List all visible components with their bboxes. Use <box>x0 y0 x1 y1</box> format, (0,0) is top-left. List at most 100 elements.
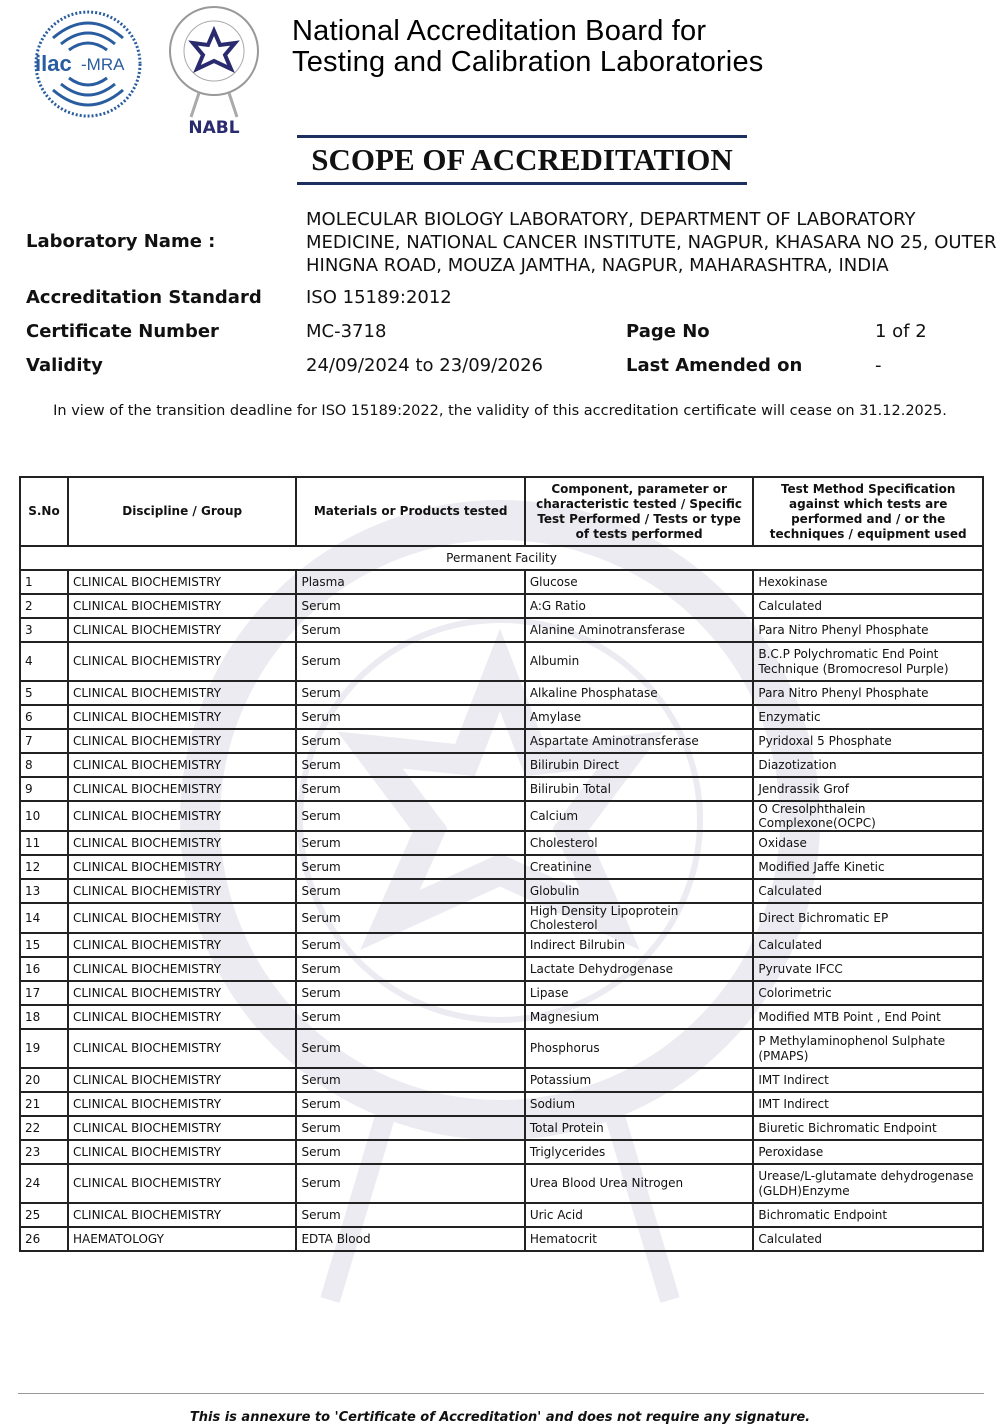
validity-label: Validity <box>26 355 103 376</box>
cell-method: Modified Jaffe Kinetic <box>752 854 984 880</box>
col-header-sno: S.No <box>19 476 69 547</box>
cell-material: Serum <box>295 854 526 880</box>
cell-material: Serum <box>295 1004 526 1030</box>
cell-sno: 3 <box>19 617 69 643</box>
table-row: 2 CLINICAL BIOCHEMISTRY Serum A:G Ratio Calc… <box>19 593 984 619</box>
cell-material: Serum <box>295 680 526 706</box>
cell-method: Para Nitro Phenyl Phosphate <box>752 680 984 706</box>
cell-sno: 26 <box>19 1226 69 1252</box>
cell-component: Total Protein <box>523 1115 755 1141</box>
cell-component: Lipase <box>523 980 755 1006</box>
cell-method: Bichromatic Endpoint <box>752 1202 984 1228</box>
cell-sno: 5 <box>19 680 69 706</box>
table-header-row: S.No Discipline / Group Materials or Pro… <box>19 476 984 547</box>
cell-material: Serum <box>295 728 526 754</box>
cell-sno: 2 <box>19 593 69 619</box>
cell-component: Creatinine <box>523 854 755 880</box>
cell-sno: 13 <box>19 878 69 904</box>
cell-material: Serum <box>295 956 526 982</box>
cell-component: High Density Lipoprotein Cholesterol <box>523 902 755 934</box>
cell-method: Para Nitro Phenyl Phosphate <box>752 617 984 643</box>
cell-sno: 14 <box>19 902 69 934</box>
cell-discipline: CLINICAL BIOCHEMISTRY <box>66 1091 298 1117</box>
table-row: 18 CLINICAL BIOCHEMISTRY Serum Magnesium Mod… <box>19 1004 984 1030</box>
cell-component: Calcium <box>523 800 755 832</box>
transition-notice: In view of the transition deadline for I… <box>53 403 947 419</box>
cell-discipline: CLINICAL BIOCHEMISTRY <box>66 956 298 982</box>
cell-sno: 7 <box>19 728 69 754</box>
cell-component: Potassium <box>523 1067 755 1093</box>
cell-discipline: CLINICAL BIOCHEMISTRY <box>66 1202 298 1228</box>
cell-method: Peroxidase <box>752 1139 984 1165</box>
table-row: 4 CLINICAL BIOCHEMISTRY Serum Albumin B.C.P … <box>19 641 984 682</box>
cell-material: Serum <box>295 980 526 1006</box>
cell-sno: 22 <box>19 1115 69 1141</box>
col-header-component: Component, parameter or characteristic t… <box>523 476 755 547</box>
table-row: 7 CLINICAL BIOCHEMISTRY Serum Aspartate Ami… <box>19 728 984 754</box>
cell-method: Calculated <box>752 1226 984 1252</box>
cell-method: IMT Indirect <box>752 1091 984 1117</box>
cell-sno: 23 <box>19 1139 69 1165</box>
cell-discipline: CLINICAL BIOCHEMISTRY <box>66 1115 298 1141</box>
cell-sno: 24 <box>19 1163 69 1204</box>
svg-text:ilac: ilac <box>35 51 72 76</box>
cell-component: Phosphorus <box>523 1028 755 1069</box>
cell-method: Oxidase <box>752 830 984 856</box>
amended-label: Last Amended on <box>626 355 803 376</box>
table-row: 6 CLINICAL BIOCHEMISTRY Serum Amylase Enzyma… <box>19 704 984 730</box>
cell-material: Serum <box>295 1163 526 1204</box>
cell-component: Magnesium <box>523 1004 755 1030</box>
ilac-mra-logo: ilac -MRA <box>34 10 142 118</box>
table-row: 13 CLINICAL BIOCHEMISTRY Serum Globulin Calc… <box>19 878 984 904</box>
cell-component: Uric Acid <box>523 1202 755 1228</box>
cell-material: Serum <box>295 752 526 778</box>
cell-method: O Cresolphthalein Complexone(OCPC) <box>752 800 984 832</box>
table-row: 16 CLINICAL BIOCHEMISTRY Serum Lactate Dehy… <box>19 956 984 982</box>
cell-sno: 8 <box>19 752 69 778</box>
cell-method: Calculated <box>752 932 984 958</box>
cell-discipline: CLINICAL BIOCHEMISTRY <box>66 932 298 958</box>
cell-discipline: CLINICAL BIOCHEMISTRY <box>66 1067 298 1093</box>
cell-component: Amylase <box>523 704 755 730</box>
cell-component: Bilirubin Total <box>523 776 755 802</box>
table-row: 11 CLINICAL BIOCHEMISTRY Serum Cholesterol O… <box>19 830 984 856</box>
table-row: 24 CLINICAL BIOCHEMISTRY Serum Urea Blood U… <box>19 1163 984 1204</box>
cell-discipline: CLINICAL BIOCHEMISTRY <box>66 1028 298 1069</box>
cell-discipline: CLINICAL BIOCHEMISTRY <box>66 1163 298 1204</box>
cell-sno: 16 <box>19 956 69 982</box>
cell-material: Serum <box>295 902 526 934</box>
lab-name-value: MOLECULAR BIOLOGY LABORATORY, DEPARTMENT… <box>306 208 996 277</box>
validity-value: 24/09/2024 to 23/09/2026 <box>306 355 544 376</box>
cell-method: Enzymatic <box>752 704 984 730</box>
facility-label: Permanent Facility <box>19 545 984 571</box>
table-row: 21 CLINICAL BIOCHEMISTRY Serum Sodium IMT In… <box>19 1091 984 1117</box>
table-row: 9 CLINICAL BIOCHEMISTRY Serum Bilirubin Tot… <box>19 776 984 802</box>
cell-material: Serum <box>295 830 526 856</box>
cell-material: Serum <box>295 878 526 904</box>
cell-method: Pyruvate IFCC <box>752 956 984 982</box>
cell-discipline: CLINICAL BIOCHEMISTRY <box>66 1004 298 1030</box>
cell-sno: 18 <box>19 1004 69 1030</box>
table-row: 12 CLINICAL BIOCHEMISTRY Serum Creatinine Mo… <box>19 854 984 880</box>
cell-component: Globulin <box>523 878 755 904</box>
table-row: 26 HAEMATOLOGY EDTA Blood Hematocrit Calcula… <box>19 1226 984 1252</box>
certificate-label: Certificate Number <box>26 321 219 342</box>
amended-value: - <box>875 355 882 376</box>
cell-method: B.C.P Polychromatic End Point Technique … <box>752 641 984 682</box>
table-row: 20 CLINICAL BIOCHEMISTRY Serum Potassium IMT… <box>19 1067 984 1093</box>
cell-discipline: CLINICAL BIOCHEMISTRY <box>66 728 298 754</box>
col-header-materials: Materials or Products tested <box>295 476 526 547</box>
table-row: 22 CLINICAL BIOCHEMISTRY Serum Total Protei… <box>19 1115 984 1141</box>
cell-discipline: CLINICAL BIOCHEMISTRY <box>66 776 298 802</box>
cell-method: Urease/L-glutamate dehydrogenase (GLDH)E… <box>752 1163 984 1204</box>
cell-component: Bilirubin Direct <box>523 752 755 778</box>
cell-sno: 17 <box>19 980 69 1006</box>
cell-material: Serum <box>295 593 526 619</box>
cell-component: Urea Blood Urea Nitrogen <box>523 1163 755 1204</box>
table-row: 1 CLINICAL BIOCHEMISTRY Plasma Glucose Hexok… <box>19 569 984 595</box>
col-header-method: Test Method Specification against which … <box>752 476 984 547</box>
table-row: 10 CLINICAL BIOCHEMISTRY Serum Calcium O Cre… <box>19 800 984 832</box>
cell-material: EDTA Blood <box>295 1226 526 1252</box>
table-row: 8 CLINICAL BIOCHEMISTRY Serum Bilirubin Dir… <box>19 752 984 778</box>
cell-component: Triglycerides <box>523 1139 755 1165</box>
